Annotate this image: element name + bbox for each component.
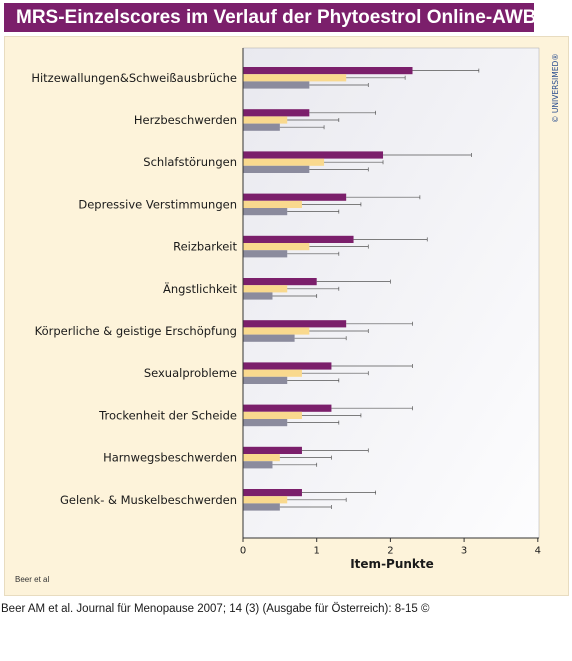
x-axis-label: Item-Punkte [350,557,434,571]
bar [243,250,288,258]
bar [243,362,332,370]
category-label: Herzbeschwerden [134,113,237,127]
bar [243,327,310,335]
bar [243,165,310,173]
category-label: Körperliche & geistige Erschöpfung [35,324,237,338]
bar [243,411,302,419]
bars-layer [243,67,480,511]
ticks-layer: 0 1 2 3 4 [240,538,541,556]
bar [243,74,347,82]
bar [243,123,280,131]
bar [243,320,347,328]
category-label: Depressive Verstimmungen [78,197,237,211]
bar [243,109,310,117]
watermark: © UNIVERSIMED® [551,53,560,123]
bar [243,292,273,300]
bar [243,489,302,497]
plot-area [242,47,540,539]
bar [243,503,280,511]
watermark-text: © UNIVERSIMED® [551,53,560,123]
x-tick-label: 3 [461,545,467,556]
citation: Beer AM et al. Journal für Menopause 200… [1,603,430,615]
bar [243,404,332,412]
x-tick-label: 0 [240,545,246,556]
category-label: Gelenk- & Muskelbeschwerden [60,493,237,507]
bar [243,461,273,469]
bar [243,200,302,208]
bar [243,243,310,251]
bar [243,67,413,75]
chart-title: MRS-Einzelscores im Verlauf der Phytoest… [4,3,537,32]
x-tick-label: 4 [535,545,541,556]
bar [243,158,325,166]
bar [243,376,288,384]
labels-layer: Hitzewallungen&Schweißausbrüche Herzbesch… [31,71,237,507]
bar [243,235,354,243]
bar [243,116,288,124]
category-label: Trockenheit der Scheide [98,408,237,422]
category-label: Reizbarkeit [173,240,237,254]
x-tick-label: 1 [314,545,320,556]
bar [243,334,295,342]
bar [243,278,317,286]
bar [243,454,280,462]
bar [243,81,310,89]
bar [243,496,288,504]
bar [243,446,302,454]
bar [243,285,288,293]
bar [243,369,302,377]
x-tick-label: 2 [387,545,393,556]
source-note: Beer et al [15,575,50,584]
bar [243,419,288,427]
bar [243,193,347,201]
bar [243,208,288,216]
category-label: Harnwegsbeschwerden [103,451,237,465]
category-label: Hitzewallungen&Schweißausbrüche [31,71,237,85]
category-label: Schlafstörungen [143,155,237,169]
category-label: Sexualprobleme [144,366,237,380]
bar [243,151,384,159]
category-label: Ängstlichkeit [163,281,237,296]
